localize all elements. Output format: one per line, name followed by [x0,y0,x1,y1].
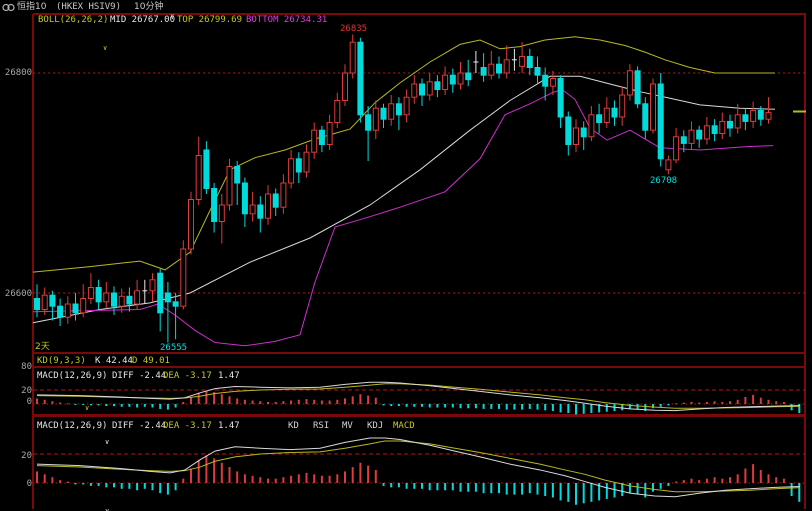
low-price-annotation-2: 26708 [650,176,678,186]
indicator-menu-item-macd[interactable]: MACD [393,421,415,431]
kd-header: KD(9,3,3) ∨ K 42.44 D 49.01 [0,38,812,412]
macd-diff-value: DIFF -2.44 [112,371,167,381]
macd-header-1: MACD(12,26,9) ∨ DIFF -2.44 DEA -3.17 1.4… [0,57,812,446]
boll-mid-value: MID 26767.00 [110,15,176,25]
macd-bar-value: 1.47 [218,421,240,431]
indicator-menu-item-kdj[interactable]: KDJ [367,421,384,431]
interval-selector[interactable]: 10分钟 [134,2,164,12]
titlebar: 恒指10 (HKEX HSIV9) 10分钟 ∨ [0,0,812,20]
low-price-annotation-1: 26555 [160,343,188,353]
price-axis-label-26800: 26800 [4,68,32,78]
kd-indicator-label[interactable]: KD(9,3,3) [37,356,86,366]
chevron-down-icon[interactable]: ∨ [105,438,110,446]
macd-indicator-label[interactable]: MACD(12,26,9) [37,371,108,381]
link-icon[interactable] [2,3,15,12]
indicator-axis-label-20: 20 [21,451,32,461]
kd-k-value: K 42.44 [95,356,133,366]
symbol-code: (HKEX HSIV9) [56,2,122,12]
kd-d-value: D 49.01 [132,356,170,366]
boll-indicator-label[interactable]: BOLL(26,26,2) [38,15,109,25]
macd-diff-value: DIFF -2.44 [112,421,167,431]
boll-top-value: TOP 26799.69 [177,15,243,25]
indicator-menu-item-rsi[interactable]: RSI [313,421,330,431]
indicator-menu-item-kd[interactable]: KD [288,421,299,431]
chevron-down-icon[interactable]: ∨ [105,507,110,511]
visible-range-label: 2天 [35,342,50,352]
price-axis-label-26600: 26600 [4,289,32,299]
indicator-axis-label-80: 80 [21,362,32,372]
indicator-axis-label-0: 0 [26,397,32,407]
chevron-down-icon[interactable]: ∨ [103,44,108,52]
indicator-axis-label-20: 20 [21,386,32,396]
symbol-name: 恒指10 [17,2,47,12]
macd-header-2: MACD(12,26,9) ∨ DIFF -2.44 DEA -3.17 1.4… [0,76,812,511]
macd-dea-value: DEA -3.17 [163,371,212,381]
chevron-down-icon[interactable]: ∨ [170,12,175,20]
boll-header: BOLL(26,26,2) ∨ MID 26767.00 TOP 26799.6… [0,15,812,52]
indicator-axis-label-0: 0 [26,479,32,489]
boll-bottom-value: BOTTOM 26734.31 [246,15,328,25]
macd-indicator-label[interactable]: MACD(12,26,9) [37,421,108,431]
indicator-menu-item-mv[interactable]: MV [342,421,353,431]
macd-dea-value: DEA -3.17 [163,421,212,431]
macd-bar-value: 1.47 [218,371,240,381]
chevron-down-icon[interactable]: ∨ [85,404,90,412]
high-price-annotation: 26835 [340,24,368,34]
